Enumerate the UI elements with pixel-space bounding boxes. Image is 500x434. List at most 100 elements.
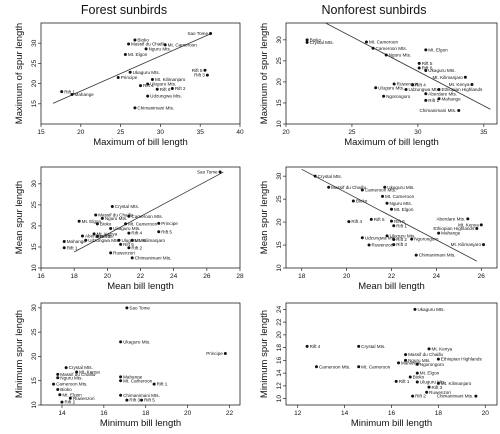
y-tick-label: 12 bbox=[276, 382, 283, 390]
x-tick-label: 22 bbox=[137, 273, 145, 280]
point-label: Mt. Kenya bbox=[79, 370, 100, 375]
y-tick-label: 30 bbox=[31, 39, 38, 47]
data-point bbox=[58, 393, 62, 397]
x-tick-label: 20 bbox=[77, 129, 85, 136]
point-label: Cameroon Mts. bbox=[319, 364, 350, 369]
point-label: Ngorongoro bbox=[386, 94, 411, 99]
point-label: Ngorongoro bbox=[420, 362, 445, 367]
point-label: Ukaguru Mts. bbox=[123, 339, 150, 344]
data-point bbox=[155, 87, 159, 91]
data-point bbox=[457, 109, 461, 113]
data-point bbox=[357, 344, 361, 348]
data-point bbox=[411, 394, 415, 398]
data-point bbox=[144, 47, 148, 51]
data-point bbox=[125, 398, 129, 402]
data-point bbox=[68, 396, 72, 400]
point-label: Mt. Kilimanjaro bbox=[441, 381, 472, 386]
data-point bbox=[357, 365, 361, 369]
point-label: Uluguru Mts. bbox=[121, 238, 147, 243]
y-tick-label: 18 bbox=[276, 344, 283, 352]
y-tick-label: 10 bbox=[276, 395, 283, 403]
point-label: Mt. Cameroon bbox=[369, 40, 399, 45]
point-label: Massif du Chaillu bbox=[60, 372, 95, 377]
x-tick-label: 20 bbox=[184, 410, 192, 417]
data-point bbox=[133, 106, 137, 110]
y-axis-label: Mean spur length bbox=[259, 181, 270, 254]
y-tick-label: 14 bbox=[276, 369, 283, 377]
data-point bbox=[170, 86, 174, 90]
point-label: Ukaguru Mts. bbox=[428, 68, 455, 73]
point-label: Cameroon Mts. bbox=[376, 46, 407, 51]
data-point bbox=[374, 86, 378, 90]
data-point bbox=[130, 238, 134, 242]
data-point bbox=[424, 69, 428, 73]
y-tick-label: 25 bbox=[31, 201, 38, 209]
data-point bbox=[56, 376, 60, 380]
point-label: Mt. Cameroon bbox=[123, 378, 153, 383]
y-tick-label: 15 bbox=[31, 243, 38, 251]
data-point bbox=[437, 97, 441, 101]
panel-6: 12 14 16 18 20 10 12 14 16 18 20 22 24 Minimum bill l… bbox=[259, 302, 498, 429]
data-point bbox=[52, 382, 56, 386]
data-point bbox=[415, 371, 419, 375]
panel-3: 16 18 20 22 24 26 28 10 15 20 25 30 Mean bill length… bbox=[14, 166, 244, 292]
x-tick-label: 24 bbox=[433, 273, 441, 280]
data-point bbox=[139, 84, 142, 88]
data-point bbox=[415, 362, 419, 366]
point-label: Rift 5 bbox=[144, 398, 155, 403]
point-label: Rift 3 bbox=[432, 385, 443, 390]
data-point bbox=[119, 375, 123, 379]
data-point bbox=[152, 382, 156, 386]
y-axis-label: Minimum spur length bbox=[259, 310, 270, 398]
x-tick-label: 30 bbox=[157, 129, 165, 136]
data-point bbox=[397, 361, 401, 365]
point-label: Mt. Cameroon bbox=[128, 221, 158, 226]
fit-line bbox=[73, 171, 224, 253]
point-label: Cameroon Mts. bbox=[365, 188, 396, 193]
y-tick-label: 25 bbox=[31, 328, 38, 336]
column-title-forest: Forest sunbirds bbox=[81, 3, 167, 17]
point-label: Sao Tome bbox=[187, 31, 208, 36]
data-point bbox=[64, 366, 68, 370]
point-label: Bioko bbox=[137, 38, 149, 43]
point-label: Mt. Kenya bbox=[97, 232, 118, 237]
point-label: Ruwenzori bbox=[73, 396, 95, 401]
point-label: Rift 3 bbox=[129, 398, 140, 403]
data-point bbox=[130, 256, 134, 260]
point-label: Sao Tome bbox=[197, 170, 218, 175]
data-point bbox=[404, 87, 408, 91]
point-label: Crystal Mts. bbox=[69, 365, 93, 370]
point-label: Ethiopian Highlands bbox=[441, 87, 483, 92]
point-label: Chimanimani Mts. bbox=[419, 108, 456, 113]
data-point bbox=[371, 46, 375, 50]
x-tick-label: 26 bbox=[203, 273, 211, 280]
data-point bbox=[203, 68, 207, 72]
point-label: Mahange bbox=[75, 92, 95, 97]
point-label: Nguru Mts. bbox=[60, 375, 82, 380]
x-tick-label: 18 bbox=[298, 273, 306, 280]
point-label: Mt. Cameroon bbox=[361, 364, 391, 369]
point-label: Crystal Mts. bbox=[115, 204, 139, 209]
point-label: Chimanimani Mts. bbox=[437, 394, 474, 399]
data-point bbox=[77, 219, 81, 223]
y-tick-label: 20 bbox=[31, 222, 38, 230]
x-tick-label: 22 bbox=[226, 410, 234, 417]
point-label: Massif du Chaillu bbox=[331, 185, 366, 190]
data-point bbox=[60, 400, 64, 404]
x-tick-label: 25 bbox=[117, 129, 125, 136]
point-label: Ukaguru Mts. bbox=[133, 70, 160, 75]
data-point bbox=[314, 365, 318, 369]
x-axis-label: Maximum of bill length bbox=[93, 137, 188, 148]
point-label: Chimanimani Mts. bbox=[135, 256, 172, 261]
point-label: Ruwenzori bbox=[372, 243, 394, 248]
y-tick-label: 20 bbox=[276, 331, 283, 339]
data-point bbox=[417, 66, 421, 70]
point-label: Rift 2 bbox=[415, 394, 426, 399]
point-label: Rift 6 bbox=[394, 219, 405, 224]
data-point bbox=[124, 222, 128, 226]
point-label: Ukaguru Mts. bbox=[387, 185, 414, 190]
data-point bbox=[305, 38, 309, 42]
y-tick-label: 10 bbox=[276, 264, 283, 272]
